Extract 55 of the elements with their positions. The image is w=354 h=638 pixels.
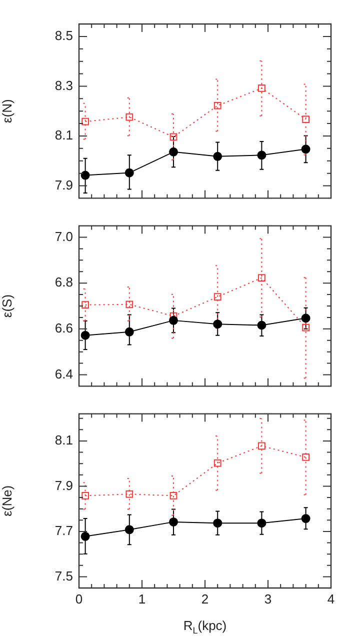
point bbox=[258, 84, 266, 92]
point bbox=[302, 454, 310, 461]
y-tick-label: 7.7 bbox=[54, 523, 73, 538]
point bbox=[169, 147, 178, 156]
point bbox=[126, 300, 134, 308]
y-axis-title: ε(S) bbox=[0, 294, 14, 318]
y-tick-label: 6.8 bbox=[54, 274, 73, 290]
point bbox=[82, 118, 89, 126]
point bbox=[302, 324, 310, 332]
point bbox=[170, 492, 178, 500]
point bbox=[257, 150, 266, 160]
point bbox=[257, 518, 266, 528]
y-tick-label: 8.5 bbox=[54, 28, 73, 44]
point bbox=[213, 518, 222, 528]
point bbox=[258, 274, 266, 282]
point bbox=[214, 102, 222, 110]
x-tick-label: 2 bbox=[201, 591, 209, 606]
point bbox=[80, 170, 90, 180]
point bbox=[170, 133, 178, 141]
point bbox=[213, 320, 222, 329]
y-tick-label: 8.1 bbox=[54, 432, 73, 448]
y-tick-label: 7.9 bbox=[54, 177, 73, 192]
x-tick-label: 3 bbox=[264, 591, 272, 606]
point bbox=[126, 113, 134, 121]
y-axis-title: ε(N) bbox=[0, 99, 14, 124]
point bbox=[82, 492, 89, 500]
y-tick-label: 8.1 bbox=[54, 128, 73, 143]
point bbox=[301, 514, 310, 524]
point bbox=[169, 517, 178, 526]
y-tick-label: 7.9 bbox=[54, 478, 73, 493]
x-tick-label: 0 bbox=[75, 591, 83, 606]
x-tick-label: 1 bbox=[138, 591, 146, 606]
point bbox=[124, 168, 134, 178]
x-tick-label: 4 bbox=[327, 591, 335, 606]
point bbox=[126, 490, 134, 498]
point bbox=[257, 320, 266, 330]
point bbox=[124, 525, 134, 534]
point bbox=[80, 532, 90, 541]
y-tick-label: 8.3 bbox=[54, 78, 73, 93]
point bbox=[301, 144, 310, 154]
point bbox=[124, 327, 134, 336]
point bbox=[82, 301, 89, 309]
point bbox=[301, 314, 310, 323]
point bbox=[258, 442, 266, 450]
point bbox=[213, 152, 222, 161]
y-tick-label: 6.4 bbox=[54, 366, 73, 382]
y-tick-label: 7.0 bbox=[54, 228, 73, 244]
point bbox=[80, 330, 90, 340]
point bbox=[169, 316, 178, 325]
point bbox=[214, 459, 222, 467]
point bbox=[214, 293, 222, 301]
point bbox=[302, 116, 310, 123]
y-axis-title: ε(Ne) bbox=[0, 485, 14, 516]
y-tick-label: 6.6 bbox=[54, 320, 73, 336]
y-tick-label: 7.5 bbox=[54, 568, 73, 584]
